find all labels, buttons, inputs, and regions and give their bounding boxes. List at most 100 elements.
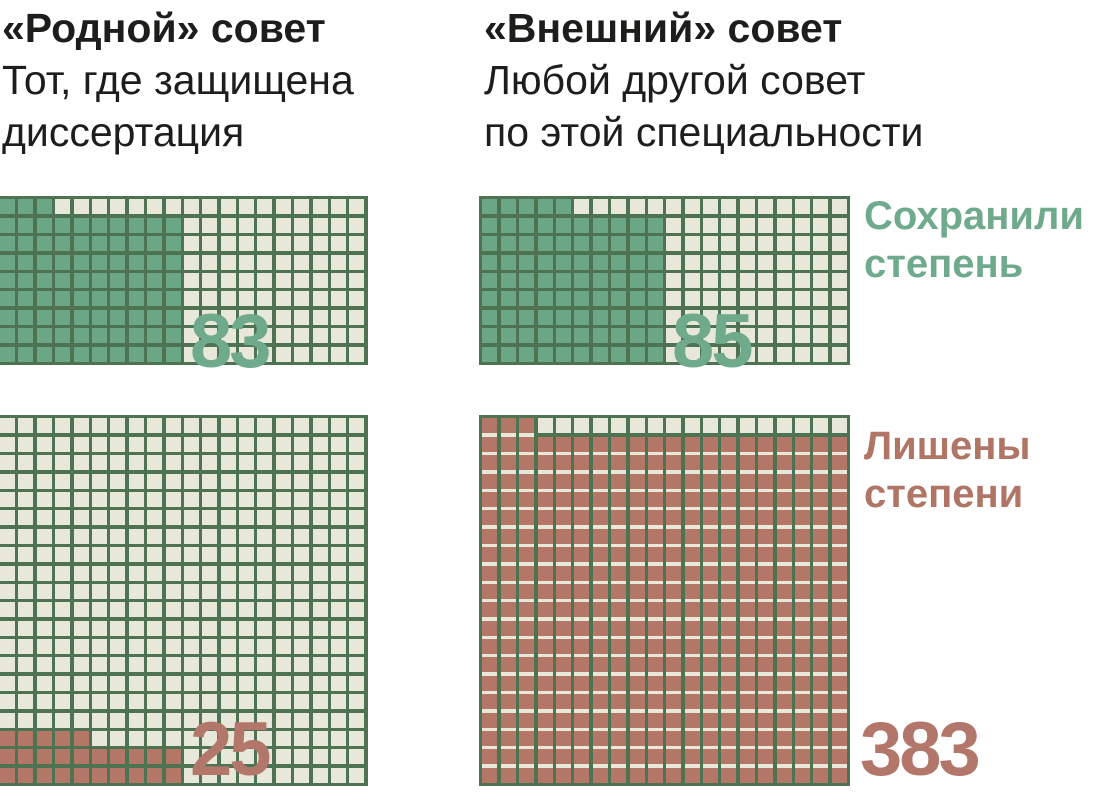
waffle-cell-revoked <box>537 690 553 710</box>
waffle-cell-kept <box>110 346 126 362</box>
waffle-cell-revoked <box>36 749 52 765</box>
waffle-cell-empty <box>91 639 107 655</box>
waffle-cell-revoked <box>647 764 663 783</box>
waffle-cell-revoked <box>703 562 719 581</box>
waffle-cell-revoked <box>482 470 498 489</box>
waffle-cell-kept <box>36 346 52 362</box>
waffle-cell-empty <box>257 657 273 673</box>
waffle-cell-revoked <box>519 672 535 691</box>
waffle-cell-empty <box>183 767 199 783</box>
waffle-cell-revoked <box>721 690 737 710</box>
waffle-cell-kept <box>147 328 163 344</box>
waffle-cell-kept <box>147 217 163 233</box>
waffle-cell-kept <box>611 291 627 307</box>
waffle-cell-revoked <box>574 488 590 507</box>
waffle-cell-revoked <box>739 635 755 655</box>
waffle-cell-kept <box>537 254 553 270</box>
waffle-cell-revoked <box>500 746 516 765</box>
waffle-cell-empty <box>0 547 15 563</box>
waffle-cell-empty <box>776 328 792 344</box>
waffle-cell-empty <box>18 510 34 526</box>
waffle-cell-revoked <box>500 727 516 747</box>
waffle-cell-kept <box>147 291 163 307</box>
waffle-cell-revoked <box>776 525 792 544</box>
waffle-cell-revoked <box>758 690 774 710</box>
waffle-cell-empty <box>294 565 310 581</box>
waffle-cell-revoked <box>629 709 645 728</box>
waffle-cell-empty <box>275 491 291 507</box>
waffle-cell-empty <box>312 473 328 489</box>
waffle-cell-revoked <box>611 580 627 599</box>
waffle-cell-empty <box>721 217 737 233</box>
waffle-cell-revoked <box>703 727 719 747</box>
waffle-cell-empty <box>18 620 34 636</box>
waffle-cell-empty <box>165 436 181 452</box>
waffle-cell-revoked <box>813 617 829 636</box>
waffle-cell-revoked <box>165 749 181 765</box>
waffle-cell-empty <box>684 236 700 252</box>
waffle-cell-empty <box>684 272 700 288</box>
waffle-cell-revoked <box>813 709 829 728</box>
waffle-cell-empty <box>147 620 163 636</box>
waffle-cell-kept <box>500 254 516 270</box>
waffle-cell-empty <box>257 694 273 710</box>
waffle-cell-empty <box>275 510 291 526</box>
waffle-cell-empty <box>202 254 218 270</box>
waffle-cell-empty <box>183 583 199 599</box>
waffle-cell-revoked <box>482 690 498 710</box>
waffle-cell-empty <box>257 291 273 307</box>
waffle-cell-revoked <box>758 764 774 783</box>
waffle-cell-empty <box>721 254 737 270</box>
waffle-cell-empty <box>110 583 126 599</box>
waffle-cell-revoked <box>684 525 700 544</box>
waffle-cell-empty <box>257 731 273 747</box>
waffle-cell-revoked <box>629 764 645 783</box>
waffle-cell-revoked <box>758 436 774 452</box>
waffle-cell-empty <box>257 675 273 691</box>
waffle-cell-revoked <box>519 525 535 544</box>
waffle-cell-kept <box>128 346 144 362</box>
waffle-cell-kept <box>555 291 571 307</box>
waffle-cell-empty <box>55 436 71 452</box>
waffle-cell-empty <box>275 528 291 544</box>
waffle-cell-revoked <box>813 543 829 563</box>
waffle-cell-empty <box>275 217 291 233</box>
waffle-cell-revoked <box>831 746 847 765</box>
waffle-cell-empty <box>55 473 71 489</box>
waffle-cell-empty <box>275 602 291 618</box>
waffle-cell-kept <box>110 272 126 288</box>
waffle-cell-empty <box>183 620 199 636</box>
waffle-cell-empty <box>257 436 273 452</box>
waffle-cell-empty <box>349 749 365 765</box>
waffle-cell-revoked <box>776 488 792 507</box>
waffle-cell-kept <box>0 217 15 233</box>
waffle-cell-revoked <box>647 488 663 507</box>
waffle-cell-revoked <box>739 617 755 636</box>
waffle-cell-empty <box>202 565 218 581</box>
waffle-cell-empty <box>666 346 682 362</box>
waffle-cell-empty <box>257 346 273 362</box>
waffle-cell-revoked <box>537 525 553 544</box>
waffle-cell-revoked <box>739 654 755 673</box>
waffle-cell-revoked <box>555 635 571 655</box>
waffle-cell-revoked <box>611 488 627 507</box>
waffle-cell-revoked <box>776 580 792 599</box>
waffle-cell-revoked <box>739 746 755 765</box>
waffle-cell-revoked <box>666 764 682 783</box>
waffle-cell-empty <box>684 418 700 434</box>
waffle-cell-revoked <box>666 598 682 618</box>
waffle-cell-kept <box>482 199 498 215</box>
waffle-cell-revoked <box>703 488 719 507</box>
waffle-cell-kept <box>165 328 181 344</box>
waffle-cell-empty <box>128 491 144 507</box>
waffle-cell-revoked <box>684 543 700 563</box>
waffle-cell-kept <box>128 328 144 344</box>
waffle-cell-empty <box>349 565 365 581</box>
waffle-cell-empty <box>239 749 255 765</box>
waffle-cell-empty <box>0 510 15 526</box>
waffle-cell-revoked <box>758 672 774 691</box>
waffle-cell-empty <box>18 583 34 599</box>
waffle-cell-kept <box>482 309 498 325</box>
waffle-cell-empty <box>331 565 347 581</box>
waffle-cell-empty <box>294 236 310 252</box>
